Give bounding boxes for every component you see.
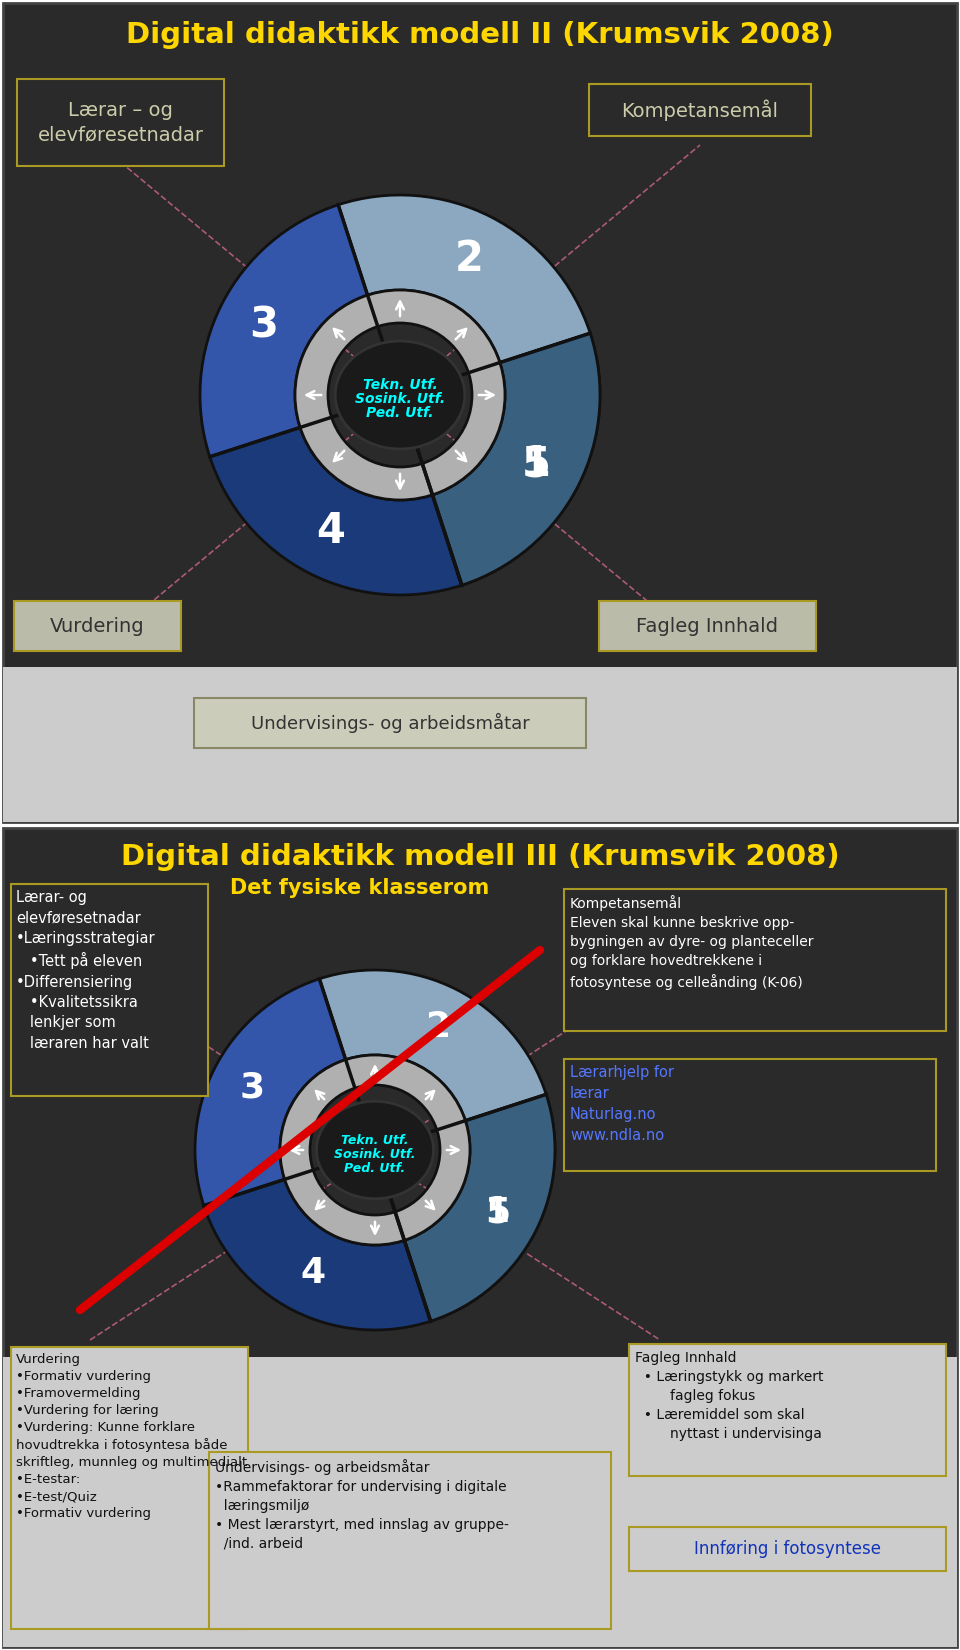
FancyBboxPatch shape bbox=[564, 889, 946, 1031]
Ellipse shape bbox=[317, 1101, 434, 1200]
Text: Sosink. Utf.: Sosink. Utf. bbox=[355, 393, 445, 406]
Text: Digital didaktikk modell II (Krumsvik 2008): Digital didaktikk modell II (Krumsvik 20… bbox=[126, 21, 834, 50]
Text: Ped. Utf.: Ped. Utf. bbox=[345, 1162, 405, 1175]
Text: Undervisings- og arbeidsmåtar: Undervisings- og arbeidsmåtar bbox=[251, 713, 529, 733]
Wedge shape bbox=[295, 290, 505, 500]
Text: 3: 3 bbox=[240, 1071, 265, 1104]
FancyBboxPatch shape bbox=[564, 1059, 936, 1171]
Wedge shape bbox=[404, 1094, 555, 1322]
FancyBboxPatch shape bbox=[194, 698, 586, 747]
FancyBboxPatch shape bbox=[3, 828, 957, 1647]
Text: Vurdering
•Formativ vurdering
•Framovermelding
•Vurdering for læring
•Vurdering:: Vurdering •Formativ vurdering •Framoverm… bbox=[16, 1353, 247, 1520]
Text: Innføring i fotosyntese: Innføring i fotosyntese bbox=[694, 1539, 881, 1558]
Text: Lærar- og
elevføresetnadar
•Læringsstrategiar
   •Tett på eleven
•Differensierin: Lærar- og elevføresetnadar •Læringsstrat… bbox=[16, 889, 156, 1051]
Text: Kompetansemål
Eleven skal kunne beskrive opp-
bygningen av dyre- og planteceller: Kompetansemål Eleven skal kunne beskrive… bbox=[570, 894, 813, 990]
Wedge shape bbox=[432, 333, 600, 586]
Ellipse shape bbox=[335, 342, 465, 449]
Text: Vurdering: Vurdering bbox=[50, 617, 145, 635]
Text: Tekn. Utf.: Tekn. Utf. bbox=[363, 378, 438, 393]
Text: 5: 5 bbox=[485, 1195, 510, 1229]
Wedge shape bbox=[338, 195, 590, 363]
Text: Fagleg Innhald: Fagleg Innhald bbox=[636, 617, 779, 635]
FancyBboxPatch shape bbox=[3, 1356, 957, 1647]
Text: Fagleg Innhald
  • Læringstykk og markert
        fagleg fokus
  • Læremiddel so: Fagleg Innhald • Læringstykk og markert … bbox=[635, 1351, 824, 1440]
Text: Sosink. Utf.: Sosink. Utf. bbox=[334, 1147, 416, 1160]
Text: Ped. Utf.: Ped. Utf. bbox=[367, 406, 434, 421]
FancyBboxPatch shape bbox=[599, 601, 816, 652]
Text: 1: 1 bbox=[485, 1195, 510, 1229]
FancyBboxPatch shape bbox=[11, 1346, 248, 1629]
Wedge shape bbox=[195, 978, 346, 1206]
FancyBboxPatch shape bbox=[589, 84, 811, 135]
FancyBboxPatch shape bbox=[209, 1452, 611, 1629]
Text: Lærar – og
elevføresetnadar: Lærar – og elevføresetnadar bbox=[37, 101, 204, 145]
FancyBboxPatch shape bbox=[629, 1526, 946, 1571]
Text: 4: 4 bbox=[300, 1256, 325, 1290]
Text: 2: 2 bbox=[425, 1010, 450, 1044]
Text: 3: 3 bbox=[250, 305, 278, 346]
Text: Det fysiske klasserom: Det fysiske klasserom bbox=[230, 878, 490, 898]
Wedge shape bbox=[280, 1054, 470, 1246]
Text: 5: 5 bbox=[521, 444, 550, 485]
FancyBboxPatch shape bbox=[3, 3, 957, 822]
Text: Kompetansemål: Kompetansemål bbox=[621, 99, 779, 120]
Text: Digital didaktikk modell III (Krumsvik 2008): Digital didaktikk modell III (Krumsvik 2… bbox=[121, 843, 839, 871]
FancyBboxPatch shape bbox=[629, 1345, 946, 1477]
Text: 2: 2 bbox=[455, 238, 484, 281]
FancyBboxPatch shape bbox=[11, 884, 208, 1096]
FancyBboxPatch shape bbox=[14, 601, 181, 652]
FancyBboxPatch shape bbox=[3, 667, 957, 822]
Text: Tekn. Utf.: Tekn. Utf. bbox=[341, 1134, 409, 1147]
Text: 1: 1 bbox=[521, 444, 550, 485]
Wedge shape bbox=[432, 333, 600, 586]
Text: Undervisings- og arbeidsmåtar
•Rammefaktorar for undervising i digitale
  læring: Undervisings- og arbeidsmåtar •Rammefakt… bbox=[215, 1459, 509, 1551]
Wedge shape bbox=[210, 427, 462, 596]
Wedge shape bbox=[320, 970, 546, 1120]
Text: 4: 4 bbox=[317, 510, 346, 551]
Text: Lærarhjelp for
lærar
Naturlag.no
www.ndla.no: Lærarhjelp for lærar Naturlag.no www.ndl… bbox=[570, 1064, 674, 1143]
Wedge shape bbox=[204, 1180, 431, 1330]
Wedge shape bbox=[200, 205, 368, 457]
Wedge shape bbox=[404, 1094, 555, 1322]
FancyBboxPatch shape bbox=[17, 79, 224, 167]
